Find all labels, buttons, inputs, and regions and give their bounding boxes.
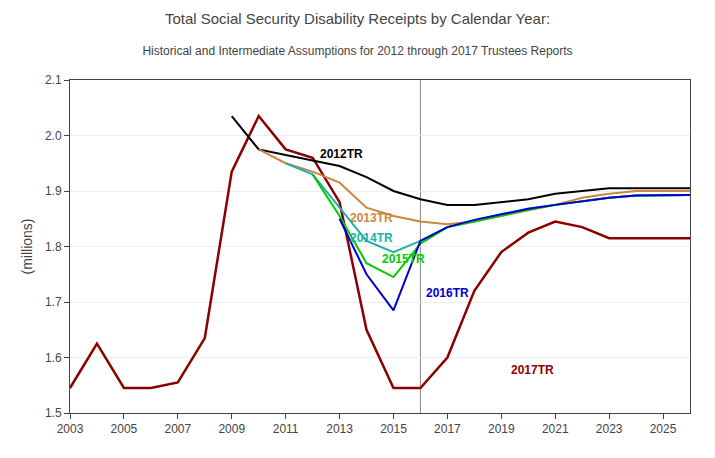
svg-text:1.6: 1.6 bbox=[45, 351, 62, 365]
svg-text:1.9: 1.9 bbox=[45, 184, 62, 198]
svg-text:2019: 2019 bbox=[488, 422, 515, 436]
svg-text:2014TR: 2014TR bbox=[350, 231, 393, 245]
svg-text:2.0: 2.0 bbox=[45, 129, 62, 143]
svg-text:2012TR: 2012TR bbox=[320, 147, 363, 161]
svg-text:2007: 2007 bbox=[164, 422, 191, 436]
svg-text:2015TR: 2015TR bbox=[382, 252, 425, 266]
svg-text:2003: 2003 bbox=[57, 422, 84, 436]
svg-text:2009: 2009 bbox=[218, 422, 245, 436]
svg-text:2005: 2005 bbox=[111, 422, 138, 436]
svg-text:2015: 2015 bbox=[380, 422, 407, 436]
svg-text:2025: 2025 bbox=[650, 422, 677, 436]
svg-text:Total Social Security Disabili: Total Social Security Disability Receipt… bbox=[165, 10, 550, 27]
svg-text:2011: 2011 bbox=[273, 422, 299, 436]
svg-text:2021: 2021 bbox=[542, 422, 569, 436]
svg-text:2016TR: 2016TR bbox=[426, 286, 469, 300]
svg-text:1.7: 1.7 bbox=[45, 295, 62, 309]
svg-text:2013: 2013 bbox=[326, 422, 353, 436]
svg-text:Historical and Intermediate As: Historical and Intermediate Assumptions … bbox=[142, 44, 572, 58]
svg-text:1.5: 1.5 bbox=[45, 406, 62, 420]
svg-text:2017TR: 2017TR bbox=[511, 363, 554, 377]
svg-text:1.8: 1.8 bbox=[45, 240, 62, 254]
svg-text:2017: 2017 bbox=[434, 422, 461, 436]
svg-text:2.1: 2.1 bbox=[45, 73, 62, 87]
svg-text:2013TR: 2013TR bbox=[350, 211, 393, 225]
svg-text:(millions): (millions) bbox=[19, 219, 35, 275]
svg-text:2023: 2023 bbox=[596, 422, 623, 436]
